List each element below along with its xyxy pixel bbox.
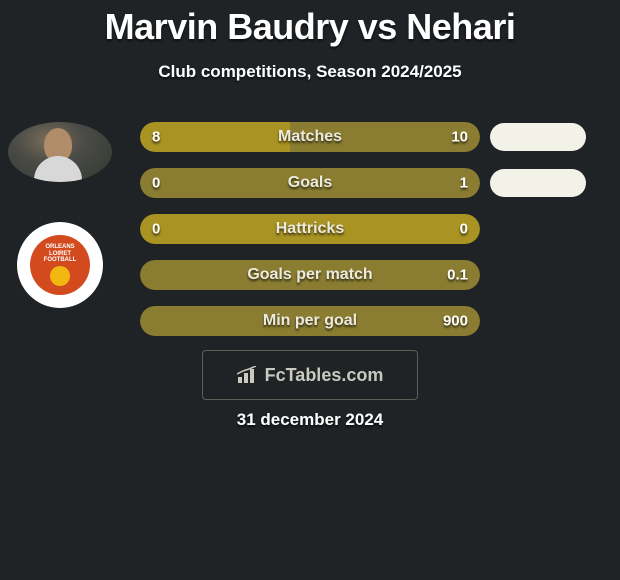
watermark-text: FcTables.com	[265, 365, 384, 386]
stat-label: Matches	[140, 128, 480, 146]
player-right-avatar: ORLEANS LOIRET FOOTBALL	[8, 222, 112, 308]
stat-bar: 900Min per goal	[140, 306, 480, 336]
stat-label: Hattricks	[140, 220, 480, 238]
club-badge-line1: ORLEANS	[45, 244, 74, 251]
subtitle: Club competitions, Season 2024/2025	[0, 62, 620, 82]
stat-pill	[490, 123, 586, 151]
stat-bar: 00Hattricks	[140, 214, 480, 244]
stat-bar: 810Matches	[140, 122, 480, 152]
stat-label: Goals	[140, 174, 480, 192]
stat-pills	[490, 122, 600, 352]
watermark: FcTables.com	[202, 350, 418, 400]
date-label: 31 december 2024	[0, 410, 620, 430]
player-left-avatar	[8, 100, 112, 182]
stat-bars: 810Matches 01Goals 00Hattricks 0.1Goals per…	[140, 122, 480, 352]
avatar-column: ORLEANS LOIRET FOOTBALL	[8, 100, 112, 308]
stat-pill	[490, 169, 586, 197]
stat-label: Goals per match	[140, 266, 480, 284]
page-title: Marvin Baudry vs Nehari	[0, 0, 620, 48]
chart-icon	[237, 366, 259, 384]
club-badge-line3: FOOTBALL	[44, 257, 77, 264]
stat-label: Min per goal	[140, 312, 480, 330]
stat-bar: 01Goals	[140, 168, 480, 198]
club-badge-line2: LOIRET	[49, 251, 71, 258]
stat-bar: 0.1Goals per match	[140, 260, 480, 290]
